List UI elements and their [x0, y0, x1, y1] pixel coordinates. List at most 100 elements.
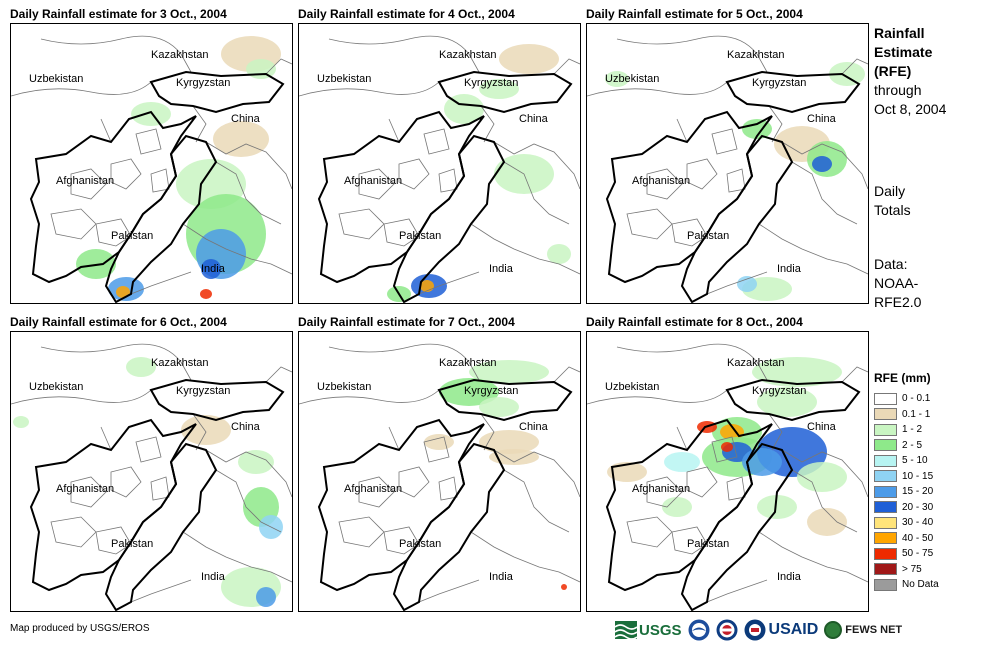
afghanistan-outline — [605, 110, 773, 284]
panel-title: Daily Rainfall estimate for 8 Oct., 2004 — [586, 315, 803, 329]
legend-item: 15 - 20 — [874, 484, 939, 500]
usgs-logo: USGS — [615, 621, 682, 639]
legend-item: 1 - 2 — [874, 422, 939, 438]
rainfall-area — [561, 584, 567, 590]
province-border — [150, 476, 170, 501]
province-border — [192, 105, 207, 143]
legend-label: 2 - 5 — [902, 439, 923, 451]
kyrgyzstan-outline — [725, 378, 861, 422]
country-label-pakistan: Pakistan — [111, 538, 153, 550]
pakistan-outline — [680, 134, 794, 303]
province-border — [328, 343, 480, 381]
province-border — [110, 466, 142, 498]
legend-swatch — [874, 501, 897, 514]
country-label-china: China — [231, 113, 261, 125]
province-border — [626, 516, 673, 548]
pakistan-outline — [392, 442, 506, 611]
rainfall-area — [126, 357, 156, 377]
data-line: NOAA- — [874, 275, 919, 291]
province-border — [205, 449, 292, 498]
afghanistan-outline — [29, 110, 197, 284]
province-border — [383, 526, 420, 555]
province-border — [676, 118, 688, 143]
kyrgyzstan-outline — [149, 378, 285, 422]
rainfall-area — [256, 587, 276, 607]
rainfall-area — [807, 508, 847, 536]
rainfall-area — [181, 415, 231, 445]
rainfall-map: Kazakhstan Uzbekistan Kyrgyzstan China Afgha… — [299, 35, 580, 303]
rainfall-map: Kazakhstan Uzbekistan Kyrgyzstan China Afgha… — [11, 343, 292, 611]
province-border — [95, 218, 132, 247]
province-border — [616, 35, 768, 73]
panel-title: Daily Rainfall estimate for 4 Oct., 2004 — [298, 7, 515, 21]
rainfall-map: Kazakhstan Uzbekistan Kyrgyzstan China Afgha… — [587, 35, 868, 303]
legend-item: > 75 — [874, 562, 939, 578]
province-border — [358, 168, 395, 200]
province-border — [182, 223, 292, 275]
legend-swatch — [874, 563, 897, 576]
panel-title: Daily Rainfall estimate for 7 Oct., 2004 — [298, 315, 515, 329]
nws-seal-icon — [716, 619, 738, 641]
data-line: RFE2.0 — [874, 294, 922, 310]
country-label-pakistan: Pakistan — [399, 538, 441, 550]
province-border — [11, 389, 152, 405]
country-label-pakistan: Pakistan — [687, 230, 729, 242]
country-label-uzbekistan: Uzbekistan — [317, 73, 371, 85]
pakistan-outline — [392, 134, 506, 303]
province-border — [150, 168, 170, 193]
usaid-seal-icon — [744, 619, 766, 641]
fews-wordmark: FEWS NET — [845, 624, 903, 636]
province-border — [616, 343, 768, 381]
country-label-china: China — [231, 421, 261, 433]
province-border — [646, 168, 683, 200]
legend-label: > 75 — [902, 563, 922, 575]
rainfall-area — [131, 102, 171, 126]
province-border — [553, 366, 580, 383]
province-border — [265, 366, 292, 383]
rfe-title-line: Estimate — [874, 44, 933, 60]
province-border — [100, 118, 112, 143]
province-border — [587, 389, 728, 405]
rainfall-map: Kazakhstan Uzbekistan Kyrgyzstan China Afgha… — [299, 343, 580, 611]
province-border — [493, 141, 580, 190]
province-border — [726, 168, 746, 193]
usaid-wordmark: USAID — [768, 621, 819, 638]
rainfall-area — [479, 79, 519, 99]
province-border — [388, 118, 400, 143]
panel-title: Daily Rainfall estimate for 3 Oct., 2004 — [10, 7, 227, 21]
province-border — [388, 426, 400, 451]
province-border — [841, 366, 868, 383]
legend-item: No Data — [874, 577, 939, 593]
province-border — [192, 413, 207, 451]
data-source-label: Data: NOAA- RFE2.0 — [874, 255, 921, 312]
country-label-india: India — [201, 263, 226, 275]
country-label-kazakhstan: Kazakhstan — [151, 357, 208, 369]
province-border — [503, 161, 570, 225]
legend-swatch — [874, 516, 897, 529]
legend-swatch — [874, 578, 897, 591]
afghanistan-outline — [317, 418, 485, 592]
rfe-title-line: (RFE) — [874, 63, 912, 79]
country-label-india: India — [777, 263, 802, 275]
rfe-legend: RFE (mm) 0 - 0.1 0.1 - 1 1 - 2 2 - 5 5 - 10 1… — [874, 371, 939, 593]
province-border — [100, 426, 112, 451]
province-border — [781, 141, 868, 190]
rainfall-area — [424, 434, 454, 450]
legend-item: 20 - 30 — [874, 500, 939, 516]
rainfall-area — [479, 397, 519, 417]
country-label-china: China — [519, 113, 549, 125]
country-label-afghanistan: Afghanistan — [632, 483, 690, 495]
legend-label: 1 - 2 — [902, 424, 923, 436]
legend-label: 15 - 20 — [902, 486, 934, 498]
country-label-india: India — [489, 571, 514, 583]
rainfall-area — [547, 244, 571, 264]
province-border — [726, 476, 746, 501]
legend-label: 10 - 15 — [902, 470, 934, 482]
pakistan-outline — [680, 442, 794, 611]
province-border — [215, 161, 282, 225]
rainfall-area — [812, 156, 832, 172]
afghanistan-outline — [29, 418, 197, 592]
province-border — [480, 413, 495, 451]
province-border — [438, 476, 458, 501]
legend-swatch — [874, 485, 897, 498]
